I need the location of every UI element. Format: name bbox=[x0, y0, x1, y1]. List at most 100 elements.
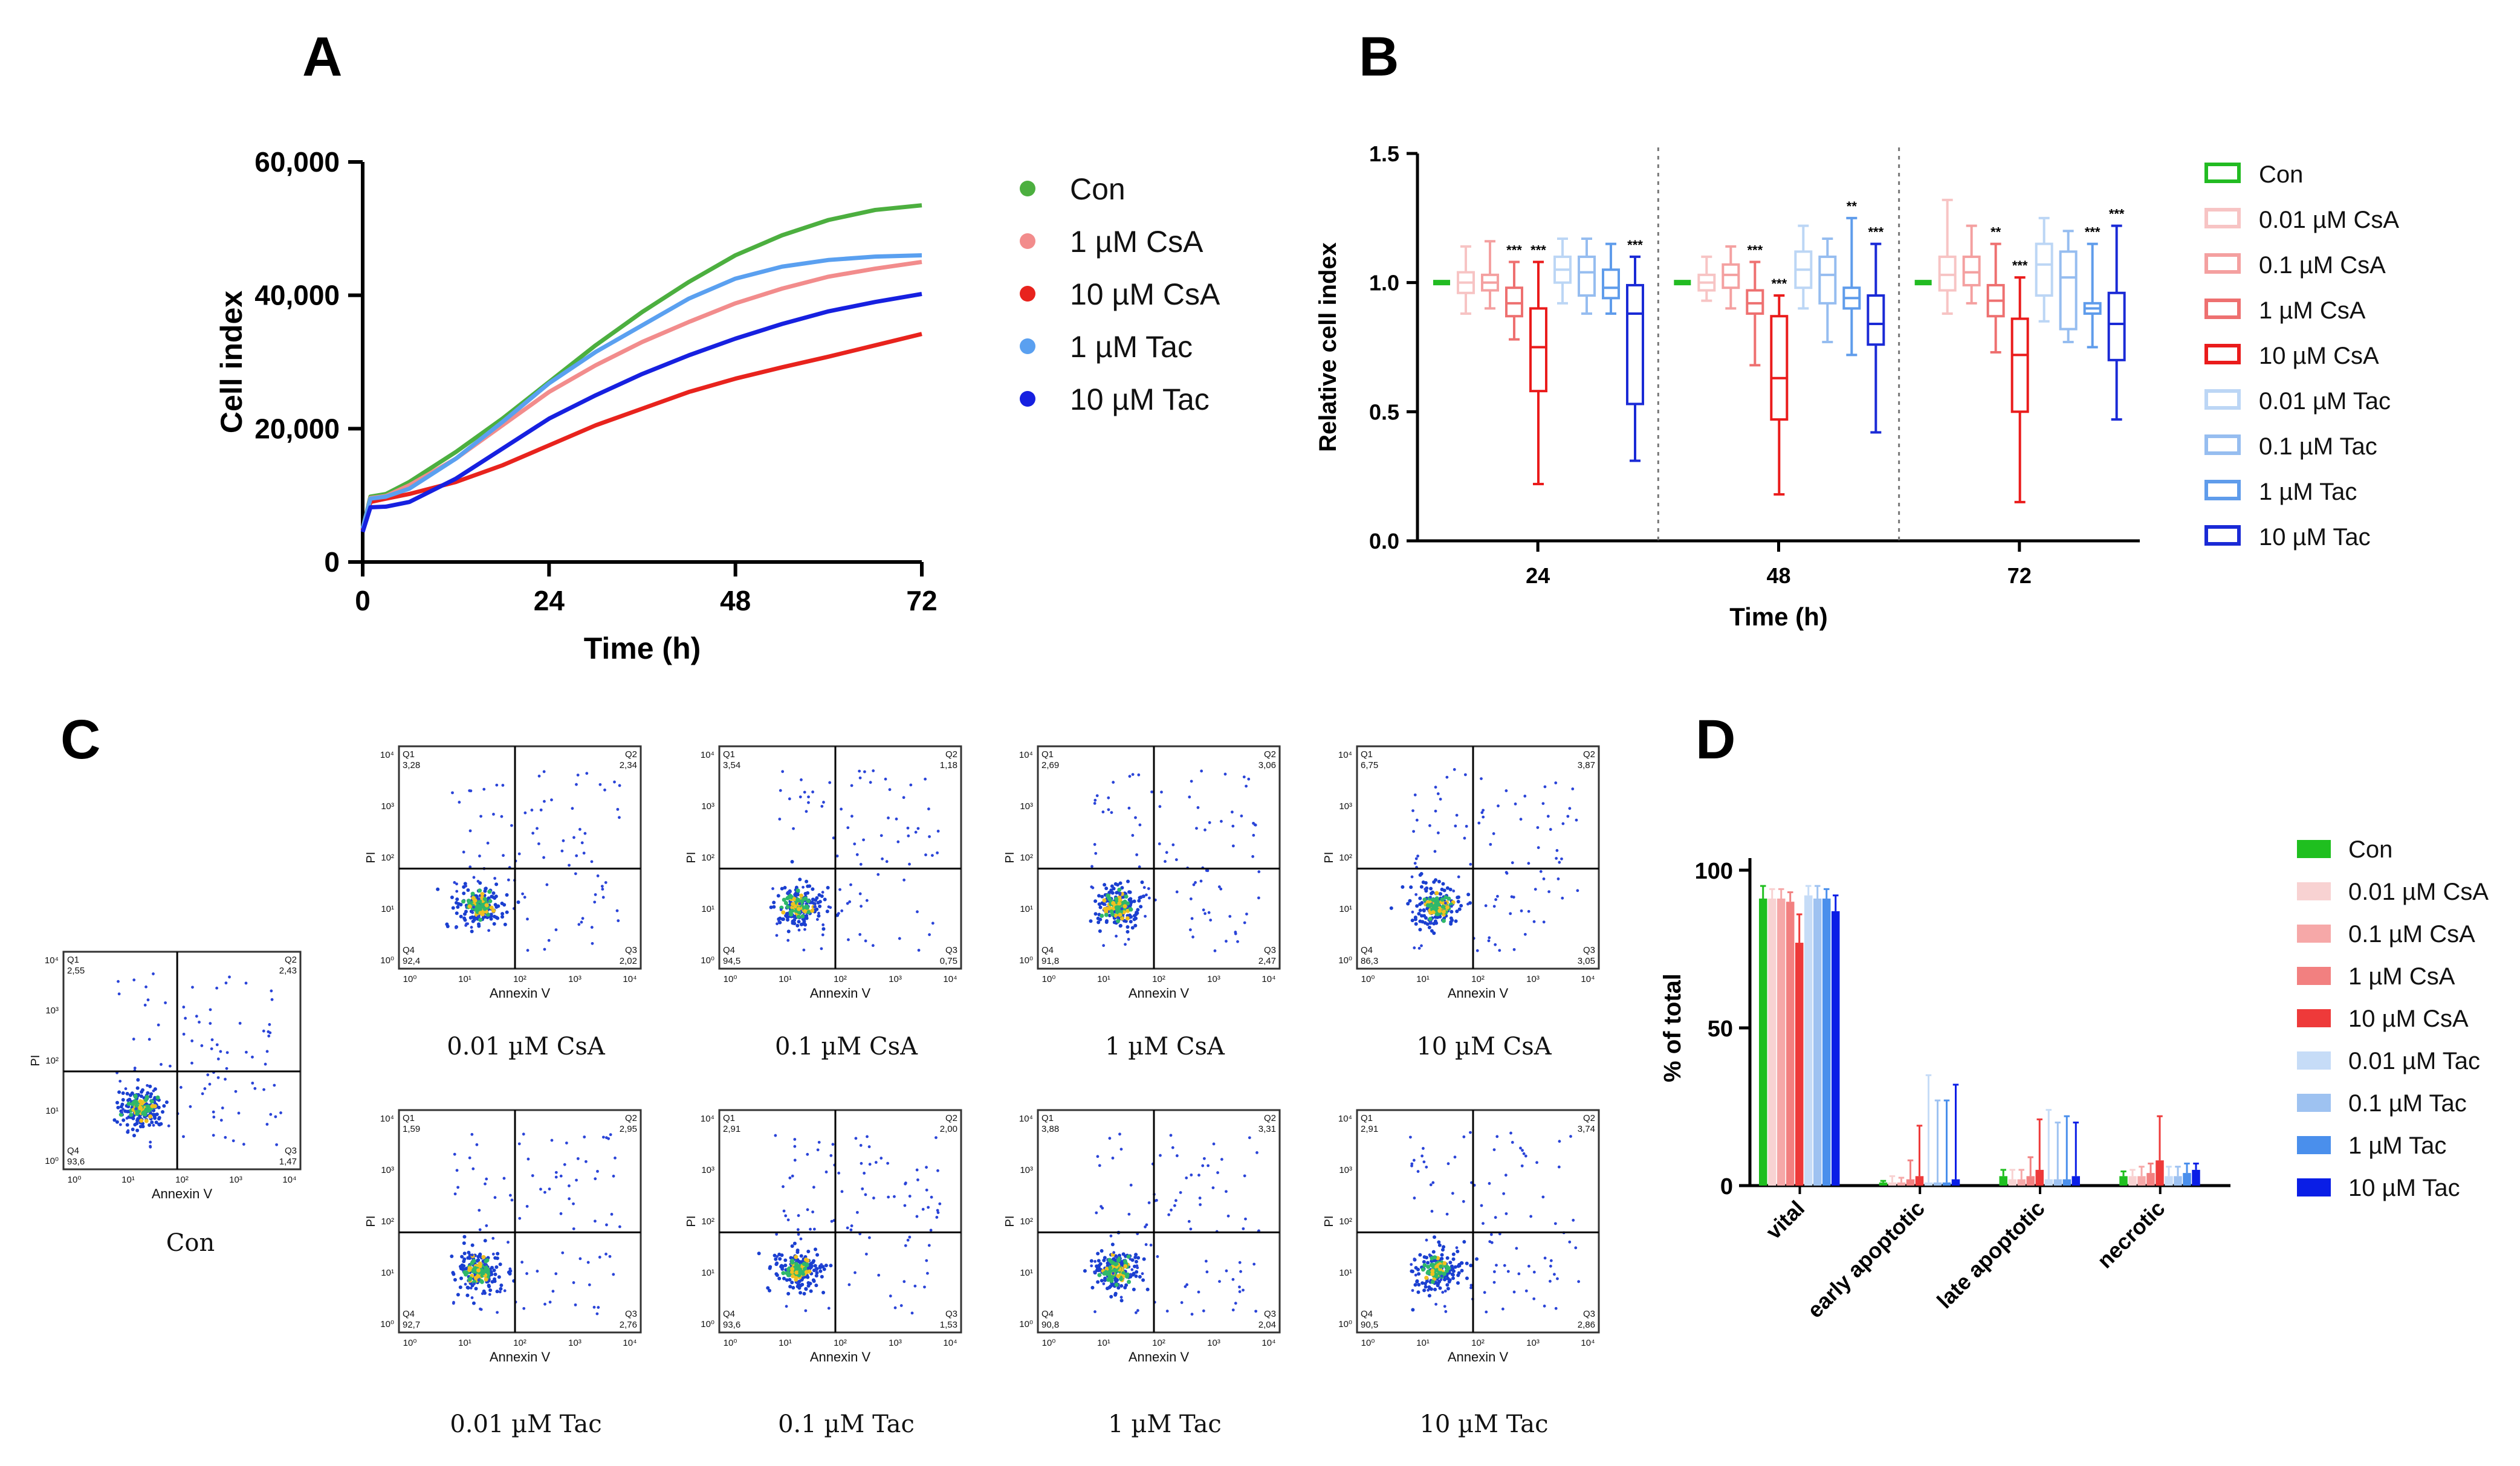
c-event-dot-sparse bbox=[797, 928, 801, 932]
c-event-dot-sparse bbox=[906, 1238, 910, 1242]
c-event-dot-sparse bbox=[1179, 1191, 1182, 1194]
c-q2-value: 3,31 bbox=[1258, 1124, 1276, 1134]
c-event-dot-sparse bbox=[481, 1292, 484, 1296]
c-event-dot-sparse bbox=[1496, 894, 1499, 898]
c-x-axis-title: Annexin V bbox=[490, 986, 551, 1001]
c-event-dot-sparse bbox=[1243, 1174, 1246, 1178]
c-event-dot-sparse bbox=[1171, 843, 1175, 847]
c-event-dot bbox=[1129, 897, 1133, 901]
c-plot-caption: 0.1 µM CsA bbox=[775, 1033, 918, 1061]
c-event-dot bbox=[772, 905, 776, 909]
c-event-dot bbox=[1409, 885, 1413, 890]
c-event-dot-sparse bbox=[1090, 1264, 1093, 1268]
d-legend-marker bbox=[2297, 1051, 2331, 1070]
d-bar bbox=[2119, 1176, 2128, 1186]
c-event-dot-sparse bbox=[1480, 777, 1483, 781]
c-event-dot-sparse bbox=[591, 941, 594, 945]
c-event-dot-sparse bbox=[536, 827, 539, 830]
c-event-dot-sparse bbox=[121, 1108, 125, 1111]
c-event-dot-sparse bbox=[1236, 940, 1239, 943]
c-event-dot bbox=[1105, 1287, 1109, 1291]
c-event-dot-sparse bbox=[1245, 784, 1248, 788]
c-event-dot-sparse bbox=[1180, 1301, 1184, 1304]
c-event-dot-sparse bbox=[864, 1252, 868, 1256]
c-q4-value: 92,7 bbox=[403, 1320, 420, 1330]
c-event-dot-sparse bbox=[1555, 857, 1558, 860]
c-x-tick-label: 10² bbox=[834, 1338, 847, 1348]
c-event-dot bbox=[1132, 1287, 1136, 1291]
c-event-dot-sparse bbox=[815, 1268, 818, 1272]
c-event-dot bbox=[499, 1284, 504, 1288]
c-event-dot-sparse bbox=[244, 981, 248, 985]
a-legend-label: 10 µM Tac bbox=[1070, 383, 1210, 416]
c-plot-frame bbox=[1356, 745, 1600, 970]
c-event-dot-sparse bbox=[1135, 853, 1139, 856]
c-event-dot-dense bbox=[146, 1108, 151, 1113]
b-box bbox=[2059, 250, 2078, 331]
c-event-dot-sparse bbox=[1554, 1306, 1558, 1310]
c-event-dot-sparse bbox=[575, 854, 578, 857]
c-event-dot-sparse bbox=[1557, 1165, 1561, 1169]
c-event-dot bbox=[445, 925, 450, 929]
c-event-dot-sparse bbox=[618, 816, 621, 819]
c-event-dot-dense bbox=[1440, 897, 1445, 902]
c-x-tick-label: 10³ bbox=[1526, 974, 1540, 984]
c-q1-label: Q1 bbox=[403, 749, 415, 760]
c-event-dot-sparse bbox=[195, 1015, 198, 1018]
c-y-tick-label: 10⁰ bbox=[701, 1319, 714, 1329]
c-event-dot-sparse bbox=[1200, 769, 1203, 773]
c-event-dot-sparse bbox=[820, 947, 823, 951]
b-box bbox=[1867, 294, 1885, 346]
c-event-dot-sparse bbox=[452, 1300, 455, 1304]
c-event-dot bbox=[1456, 1281, 1460, 1285]
a-y-tick-label: 40,000 bbox=[254, 280, 340, 311]
c-event-dot-sparse bbox=[198, 1021, 201, 1024]
c-event-dot-sparse bbox=[1120, 907, 1124, 911]
c-event-dot-sparse bbox=[915, 1215, 919, 1218]
c-event-dot bbox=[121, 1098, 125, 1102]
c-event-dot-sparse bbox=[1416, 854, 1419, 858]
c-event-dot-sparse bbox=[275, 1143, 279, 1146]
c-plot-frame bbox=[1356, 1109, 1600, 1334]
c-event-dot-dense bbox=[781, 1271, 786, 1276]
c-event-dot-sparse bbox=[1231, 1277, 1235, 1281]
c-event-dot-sparse bbox=[270, 998, 274, 1001]
c-event-dot-sparse bbox=[149, 1140, 152, 1144]
c-event-dot-sparse bbox=[1217, 885, 1221, 888]
c-event-dot-sparse bbox=[200, 1044, 204, 1047]
c-event-dot-sparse bbox=[1475, 949, 1479, 952]
c-event-dot-dense bbox=[1107, 1258, 1112, 1262]
c-event-dot-dense bbox=[1442, 1271, 1446, 1276]
c-event-dot-sparse bbox=[581, 917, 585, 920]
c-event-dot-sparse bbox=[475, 1143, 479, 1146]
c-event-dot bbox=[476, 922, 481, 926]
c-event-dot-sparse bbox=[1547, 890, 1551, 893]
c-event-dot-sparse bbox=[1138, 865, 1141, 868]
b-x-axis-title: Time (h) bbox=[1729, 602, 1828, 631]
c-event-dot-sparse bbox=[909, 783, 913, 787]
c-event-dot bbox=[1136, 1256, 1141, 1260]
c-q1-label: Q1 bbox=[723, 1113, 735, 1123]
c-event-dot-sparse bbox=[167, 1124, 170, 1128]
c-event-dot bbox=[1427, 1294, 1431, 1298]
c-event-dot-sparse bbox=[472, 876, 476, 879]
c-event-dot-sparse bbox=[456, 1186, 460, 1189]
c-event-dot bbox=[1112, 886, 1116, 891]
c-event-dot-sparse bbox=[571, 807, 574, 810]
c-event-dot-sparse bbox=[1462, 1135, 1466, 1138]
c-plot-caption: 0.01 µM Tac bbox=[450, 1410, 601, 1438]
c-event-dot-sparse bbox=[869, 781, 872, 784]
c-event-dot-sparse bbox=[887, 1195, 890, 1199]
c-event-dot-sparse bbox=[1534, 888, 1537, 891]
c-event-dot bbox=[792, 918, 797, 922]
d-bar bbox=[2165, 1176, 2173, 1186]
c-event-dot-sparse bbox=[208, 1082, 212, 1086]
a-y-axis-title: Cell index bbox=[215, 291, 248, 433]
c-q1-value: 2,55 bbox=[67, 966, 85, 976]
c-q3-label: Q3 bbox=[945, 945, 957, 955]
c-x-axis-title: Annexin V bbox=[1448, 986, 1509, 1001]
c-event-dot bbox=[1106, 1261, 1110, 1265]
c-event-dot-sparse bbox=[893, 1195, 896, 1198]
c-event-dot-dense bbox=[139, 1119, 144, 1123]
c-q4-label: Q4 bbox=[1041, 1309, 1054, 1319]
